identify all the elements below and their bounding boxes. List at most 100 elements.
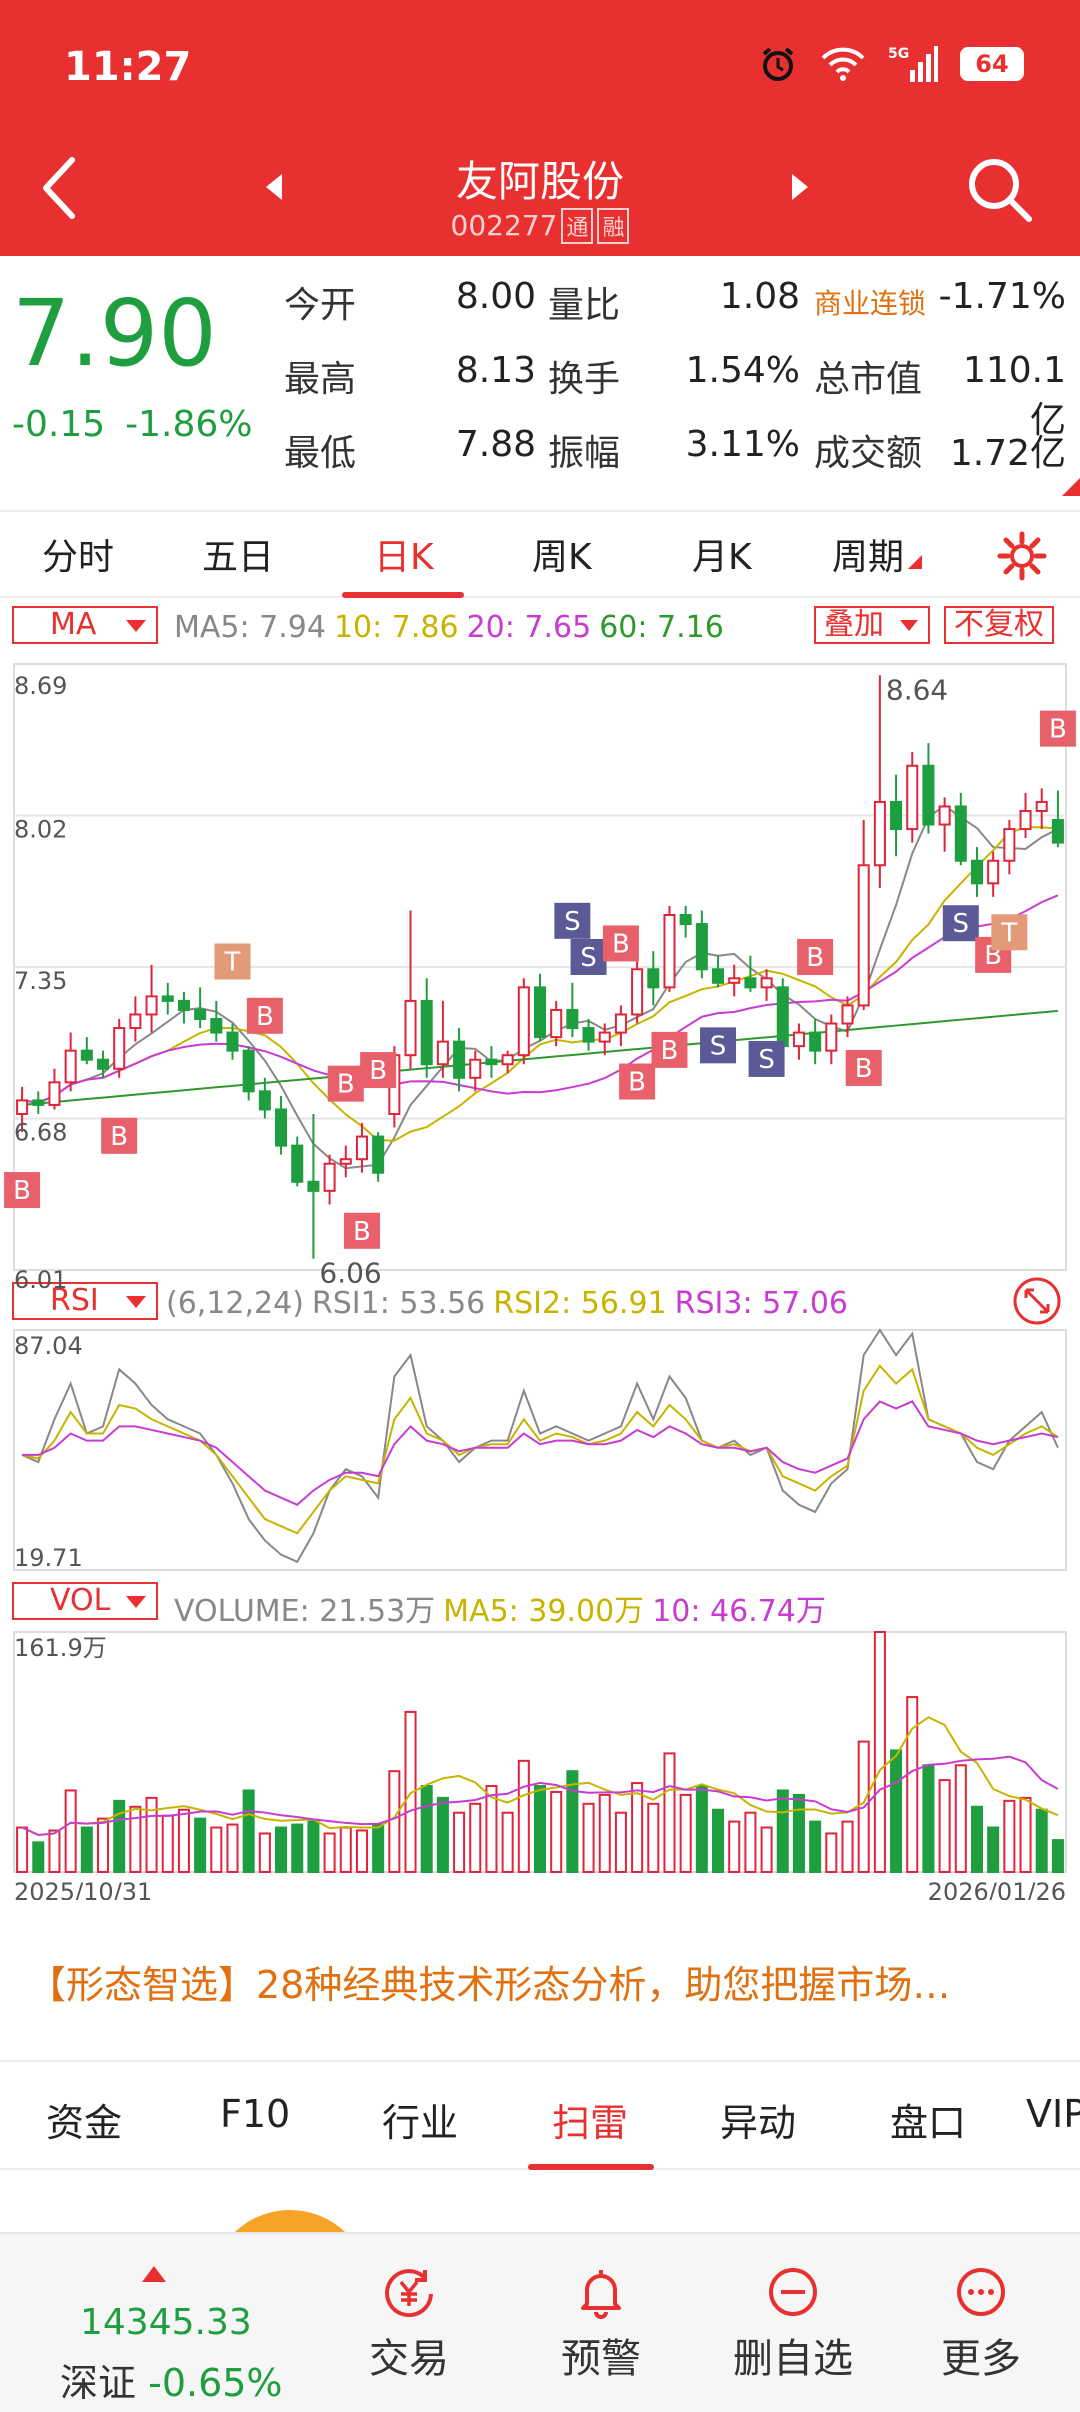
candle-up [598, 1031, 611, 1043]
high-value: 8.13 [455, 350, 536, 391]
next-stock-icon[interactable] [788, 172, 812, 202]
wifi-icon [821, 47, 865, 81]
ma10-line [21, 826, 1058, 1142]
trade-button[interactable]: 交易 [334, 2264, 484, 2384]
bottom-toolbar: 14345.33 深证 -0.65% 交易 预警 删自选 更多 [0, 2232, 1080, 2412]
price-axis-label: 8.02 [14, 816, 67, 844]
rsi-selector[interactable]: RSI [12, 1282, 158, 1320]
candle-down [695, 923, 708, 971]
alert-button[interactable]: 预警 [526, 2264, 676, 2384]
tab-f10[interactable]: F10 [220, 2092, 291, 2136]
low-label: 最低 [284, 433, 357, 474]
volume-bar-down [566, 1770, 579, 1873]
tab-monthly-k[interactable]: 月K [692, 537, 752, 578]
trade-marker [602, 925, 639, 962]
tab-capital[interactable]: 资金 [46, 2101, 123, 2145]
turnover-label: 换手 [548, 359, 621, 400]
index-value[interactable]: 14345.33 [80, 2302, 252, 2343]
candle-down [420, 999, 433, 1066]
date-start-label: 2025/10/31 [14, 1878, 152, 1900]
prev-stock-icon[interactable] [262, 172, 286, 202]
rsi-panel-frame [13, 1329, 1067, 1571]
tab-risk-scan[interactable]: 扫雷 [552, 2101, 629, 2145]
remove-favorite-icon [769, 2268, 817, 2316]
promo-banner[interactable]: 【形态智选】28种经典技术形态分析，助您把握市场… [28, 1963, 951, 2007]
volume-bar-down [809, 1820, 822, 1873]
remove-favorite-button[interactable]: 删自选 [718, 2264, 868, 2384]
trade-marker-label: B [337, 1070, 355, 1100]
settings-gear-icon[interactable] [996, 530, 1048, 582]
trade-marker [748, 1040, 785, 1077]
candle-up [323, 1162, 336, 1192]
turnover-value: 1.54% [685, 350, 800, 391]
candle-up [825, 1022, 838, 1052]
tab-orderbook[interactable]: 盘口 [890, 2101, 967, 2145]
ma20-legend: 20: 7.65 [466, 610, 592, 645]
amplitude-label: 振幅 [548, 433, 621, 474]
volume-bar-up [96, 1817, 110, 1873]
expand-corner-icon[interactable] [1062, 478, 1080, 496]
candle-down [80, 1049, 93, 1061]
change-percent: -1.86% [125, 404, 253, 445]
search-icon[interactable] [960, 150, 1040, 230]
trade-marker-label: S [710, 1031, 727, 1061]
candle-up [129, 1013, 142, 1030]
ma-selector[interactable]: MA [12, 606, 158, 644]
more-label: 更多 [941, 2336, 1021, 2382]
candle-up [339, 1158, 352, 1165]
sector-link[interactable]: 商业连锁 [814, 287, 927, 320]
candle-down [679, 913, 692, 926]
tab-weekly-k[interactable]: 周K [532, 537, 592, 578]
volume-bar-down [712, 1808, 725, 1874]
back-arrow-icon[interactable] [30, 148, 90, 228]
index-name[interactable]: 深证 -0.65% [60, 2352, 283, 2407]
fullscreen-toggle-icon[interactable] [1012, 1276, 1062, 1326]
tab-timeshare[interactable]: 分时 [42, 537, 115, 578]
candle-down [890, 800, 903, 831]
amplitude-value: 3.11% [685, 424, 800, 465]
candle-up [550, 1008, 563, 1039]
trade-marker [360, 1052, 397, 1089]
trade-label: 交易 [369, 2336, 449, 2382]
volume-ratio-value: 1.08 [719, 276, 800, 317]
candle-down [210, 1018, 223, 1034]
tab-five-day[interactable]: 五日 [202, 537, 275, 578]
tab-vip[interactable]: VIP [1026, 2092, 1080, 2136]
candle-up [404, 999, 417, 1057]
more-button[interactable]: 更多 [906, 2264, 1056, 2384]
chevron-down-icon [126, 620, 146, 632]
tab-industry[interactable]: 行业 [382, 2101, 459, 2145]
turnover-amount-value: 1.72亿 [949, 433, 1066, 474]
bell-icon [581, 2270, 621, 2319]
turnover-amount-label: 成交额 [814, 433, 923, 474]
volume-bar-up [388, 1770, 401, 1873]
vol-selector-label: VOL [50, 1583, 111, 1618]
tab-anomaly[interactable]: 异动 [720, 2101, 797, 2145]
volume-axis-top: 161.9万 [14, 1634, 107, 1662]
vol-legend: VOLUME: 21.53万 MA5: 39.00万 10: 46.74万 [174, 1586, 834, 1630]
function-tabs: 资金 F10 行业 扫雷 异动 盘口 VIP [0, 2060, 1080, 2170]
candle-down [291, 1144, 304, 1183]
vol-selector[interactable]: VOL [12, 1582, 158, 1620]
candle-up [469, 1058, 482, 1079]
overlay-button[interactable]: 叠加 [814, 606, 930, 644]
volume-bar-up [355, 1829, 368, 1874]
adjust-button[interactable]: 不复权 [944, 606, 1054, 644]
rsi-legend: (6,12,24) RSI1: 53.56 RSI2: 56.91 RSI3: 57.… [166, 1286, 856, 1321]
volume-bar-up [517, 1759, 530, 1874]
volume-bar-down [372, 1823, 385, 1874]
volume-bar-up [906, 1696, 919, 1873]
tab-daily-k[interactable]: 日K [374, 537, 434, 578]
period-tabs: 分时 五日 日K 周K 月K 周期 [0, 510, 1080, 598]
candle-down [712, 968, 725, 984]
alarm-icon [762, 47, 794, 81]
candle-down [566, 1008, 579, 1030]
date-end-label: 2026/01/26 [928, 1878, 1066, 1900]
tab-period[interactable]: 周期 [832, 528, 923, 580]
candle-up [1003, 828, 1016, 862]
trade-marker-label: B [369, 1056, 387, 1086]
candle-up [906, 764, 919, 831]
volume-bar-up [501, 1811, 514, 1873]
candle-up [728, 977, 741, 984]
